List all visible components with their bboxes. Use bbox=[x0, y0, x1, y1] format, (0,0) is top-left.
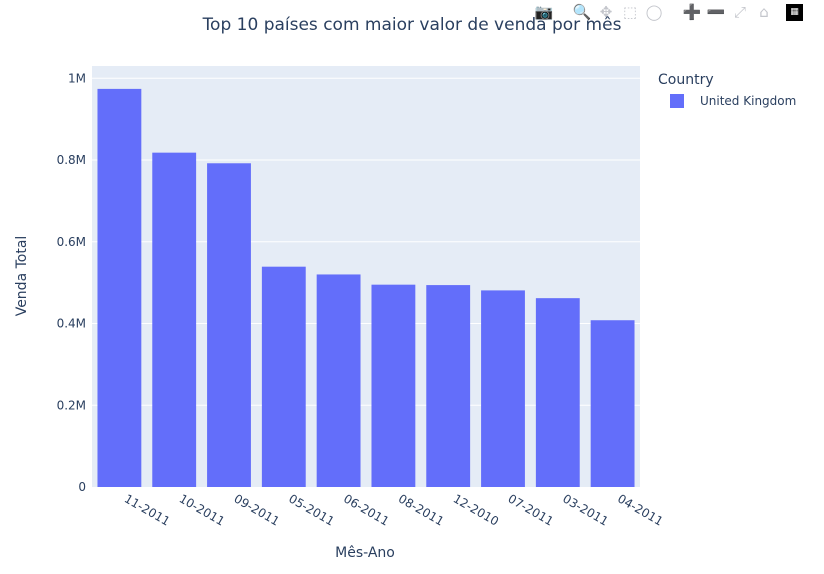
x-tick-label: 10-2011 bbox=[177, 491, 227, 528]
box-select-icon[interactable]: ⬚ bbox=[622, 3, 638, 21]
x-axis-label: Mês-Ano bbox=[335, 545, 395, 561]
bar-04-2011[interactable] bbox=[590, 320, 635, 487]
bar-10-2011[interactable] bbox=[152, 152, 197, 488]
x-tick-label: 05-2011 bbox=[286, 491, 336, 528]
bar-03-2011[interactable] bbox=[535, 298, 580, 487]
x-tick-label: 03-2011 bbox=[560, 491, 610, 528]
legend-title: Country bbox=[658, 72, 714, 88]
y-tick-label: 0 bbox=[78, 480, 86, 494]
zoom-icon[interactable]: 🔍 bbox=[572, 3, 592, 21]
pan-icon[interactable]: ✥ bbox=[599, 3, 613, 21]
y-tick-label: 0.2M bbox=[57, 398, 86, 412]
y-axis-ticks: 0 0.2M 0.4M 0.6M 0.8M 1M bbox=[57, 71, 86, 494]
x-tick-label: 08-2011 bbox=[396, 491, 446, 528]
zoom-in-icon[interactable]: ➕ bbox=[682, 3, 702, 21]
bar-09-2011[interactable] bbox=[207, 163, 251, 488]
chart-title: Top 10 países com maior valor de venda p… bbox=[202, 15, 622, 35]
zoom-out-icon[interactable]: ➖ bbox=[706, 3, 726, 21]
camera-icon[interactable]: 📷 bbox=[534, 3, 554, 21]
x-tick-label: 12-2010 bbox=[451, 491, 501, 528]
bar-11-2011[interactable] bbox=[97, 88, 142, 488]
x-tick-label: 06-2011 bbox=[341, 491, 391, 528]
y-tick-label: 1M bbox=[68, 71, 86, 85]
y-tick-label: 0.4M bbox=[57, 317, 86, 331]
legend-label: United Kingdom bbox=[700, 94, 796, 108]
y-tick-label: 0.8M bbox=[57, 153, 86, 167]
x-tick-label: 07-2011 bbox=[506, 491, 556, 528]
y-tick-label: 0.6M bbox=[57, 235, 86, 249]
x-tick-label: 04-2011 bbox=[615, 491, 665, 528]
legend-swatch bbox=[670, 94, 684, 108]
reset-axes-icon[interactable]: ⌂ bbox=[759, 3, 769, 21]
bar-06-2011[interactable] bbox=[316, 274, 361, 487]
x-tick-label: 11-2011 bbox=[122, 491, 172, 528]
lasso-select-icon[interactable]: ◯ bbox=[645, 3, 663, 21]
legend: Country United Kingdom bbox=[658, 72, 796, 108]
autoscale-icon[interactable]: ⤢ bbox=[733, 3, 746, 21]
bar-08-2011[interactable] bbox=[371, 284, 416, 487]
x-tick-label: 09-2011 bbox=[232, 491, 282, 528]
bar-05-2011[interactable] bbox=[261, 266, 306, 487]
bar-12-2010[interactable] bbox=[426, 285, 471, 487]
modebar: 📷 🔍 ✥ ⬚ ◯ ➕ ➖ ⤢ ⌂ ▦ bbox=[534, 2, 803, 22]
plotly-logo-icon[interactable]: ▦ bbox=[786, 3, 803, 21]
x-axis-ticks: 11-2011 10-2011 09-2011 05-2011 06-2011 08-20… bbox=[122, 491, 666, 528]
y-axis-label: Venda Total bbox=[14, 236, 30, 317]
bar-07-2011[interactable] bbox=[481, 290, 525, 487]
legend-item[interactable]: United Kingdom bbox=[670, 94, 796, 108]
bars bbox=[97, 88, 635, 488]
